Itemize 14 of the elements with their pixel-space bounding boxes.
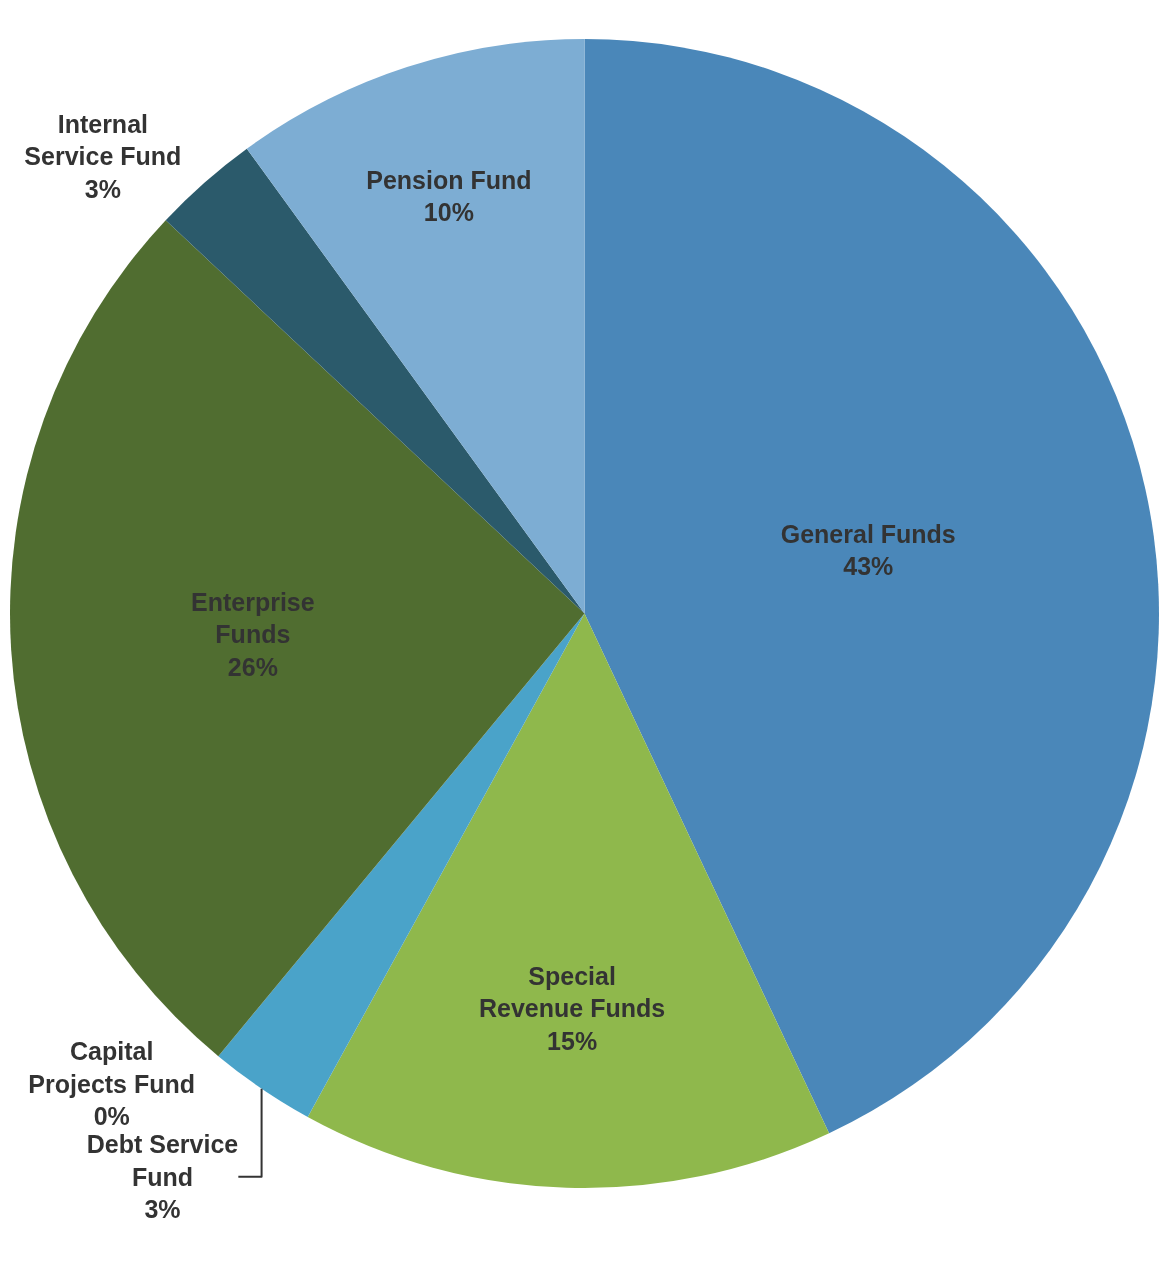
slice-label: Pension Fund — [366, 165, 532, 194]
category-label: Capital Projects Fund — [28, 1037, 196, 1098]
data-label: 3% — [84, 174, 121, 203]
data-label: 10% — [423, 198, 474, 227]
data-label: 15% — [547, 1026, 598, 1055]
data-label: 3% — [144, 1195, 181, 1224]
slice-label: General Funds — [780, 519, 956, 548]
slice-label: Internal Service Fund — [24, 109, 182, 171]
data-label: 43% — [843, 552, 894, 581]
slice-label: Debt Service Fund — [86, 1130, 239, 1191]
data-label: 26% — [227, 652, 278, 681]
text: 0% — [93, 1102, 130, 1131]
slice-label: Special Revenue Funds — [479, 961, 666, 1023]
slice-label: Enterprise Funds — [191, 587, 315, 649]
